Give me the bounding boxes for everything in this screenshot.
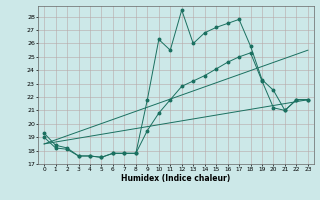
X-axis label: Humidex (Indice chaleur): Humidex (Indice chaleur) (121, 174, 231, 183)
